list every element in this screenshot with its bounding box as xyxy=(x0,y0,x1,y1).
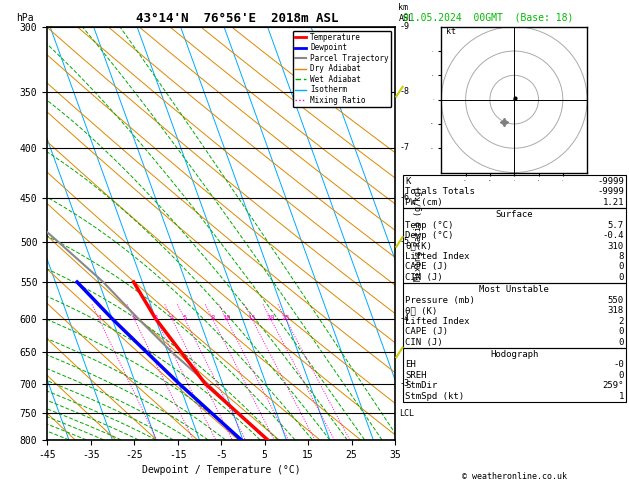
Text: SREH: SREH xyxy=(405,371,426,380)
Text: 5.7: 5.7 xyxy=(608,221,624,230)
Text: 1: 1 xyxy=(97,315,101,321)
Text: kt: kt xyxy=(446,27,456,36)
Text: Surface: Surface xyxy=(496,210,533,219)
Text: θᴄ(K): θᴄ(K) xyxy=(405,242,432,251)
Text: Mixing Ratio (g/kg): Mixing Ratio (g/kg) xyxy=(414,186,423,281)
X-axis label: Dewpoint / Temperature (°C): Dewpoint / Temperature (°C) xyxy=(142,465,301,475)
Text: 0: 0 xyxy=(618,273,624,282)
Text: CAPE (J): CAPE (J) xyxy=(405,262,448,272)
Text: CIN (J): CIN (J) xyxy=(405,338,443,347)
Text: StmDir: StmDir xyxy=(405,381,437,390)
Text: Hodograph: Hodograph xyxy=(490,350,538,359)
Text: Pressure (mb): Pressure (mb) xyxy=(405,295,475,305)
Text: 10: 10 xyxy=(222,315,230,321)
Text: -0: -0 xyxy=(613,361,624,369)
Text: 8: 8 xyxy=(210,315,214,321)
Text: -9: -9 xyxy=(399,22,409,31)
Text: 0: 0 xyxy=(618,371,624,380)
Text: 01.05.2024  00GMT  (Base: 18): 01.05.2024 00GMT (Base: 18) xyxy=(403,12,573,22)
Text: 20: 20 xyxy=(266,315,275,321)
Text: 1: 1 xyxy=(618,392,624,401)
Text: 550: 550 xyxy=(608,295,624,305)
Text: Dewp (°C): Dewp (°C) xyxy=(405,231,454,240)
Text: 25: 25 xyxy=(281,315,290,321)
Text: 1.21: 1.21 xyxy=(603,198,624,207)
Text: -6: -6 xyxy=(399,193,409,202)
Text: 3: 3 xyxy=(153,315,158,321)
Text: Most Unstable: Most Unstable xyxy=(479,285,549,295)
Text: -3: -3 xyxy=(399,379,409,388)
Text: Lifted Index: Lifted Index xyxy=(405,252,470,261)
Text: 318: 318 xyxy=(608,306,624,315)
Text: PW (cm): PW (cm) xyxy=(405,198,443,207)
Text: km
ASL: km ASL xyxy=(399,3,413,22)
Text: 15: 15 xyxy=(247,315,256,321)
Text: CIN (J): CIN (J) xyxy=(405,273,443,282)
Text: 43°14'N  76°56'E  2018m ASL: 43°14'N 76°56'E 2018m ASL xyxy=(136,12,338,25)
Text: 2: 2 xyxy=(132,315,136,321)
Text: 310: 310 xyxy=(608,242,624,251)
Text: 0: 0 xyxy=(618,262,624,272)
Text: Totals Totals: Totals Totals xyxy=(405,187,475,196)
Text: θᴄ (K): θᴄ (K) xyxy=(405,306,437,315)
Text: StmSpd (kt): StmSpd (kt) xyxy=(405,392,464,401)
Text: -9999: -9999 xyxy=(597,187,624,196)
Text: 2: 2 xyxy=(618,317,624,326)
Text: © weatheronline.co.uk: © weatheronline.co.uk xyxy=(462,472,567,481)
Text: 259°: 259° xyxy=(603,381,624,390)
Text: hPa: hPa xyxy=(16,13,33,22)
Text: -8: -8 xyxy=(399,87,409,96)
Text: -0.4: -0.4 xyxy=(603,231,624,240)
Text: 0: 0 xyxy=(618,338,624,347)
Text: EH: EH xyxy=(405,361,416,369)
Text: K: K xyxy=(405,177,411,186)
Text: CAPE (J): CAPE (J) xyxy=(405,327,448,336)
Legend: Temperature, Dewpoint, Parcel Trajectory, Dry Adiabat, Wet Adiabat, Isotherm, Mi: Temperature, Dewpoint, Parcel Trajectory… xyxy=(292,31,391,107)
Text: 5: 5 xyxy=(182,315,187,321)
Text: -9999: -9999 xyxy=(597,177,624,186)
Text: 4: 4 xyxy=(170,315,174,321)
Text: 0: 0 xyxy=(618,327,624,336)
Text: Temp (°C): Temp (°C) xyxy=(405,221,454,230)
Text: LCL: LCL xyxy=(399,409,414,418)
Text: Lifted Index: Lifted Index xyxy=(405,317,470,326)
Text: 8: 8 xyxy=(618,252,624,261)
Text: -4: -4 xyxy=(399,314,409,323)
Text: -7: -7 xyxy=(399,143,409,153)
Text: -5: -5 xyxy=(399,237,409,246)
